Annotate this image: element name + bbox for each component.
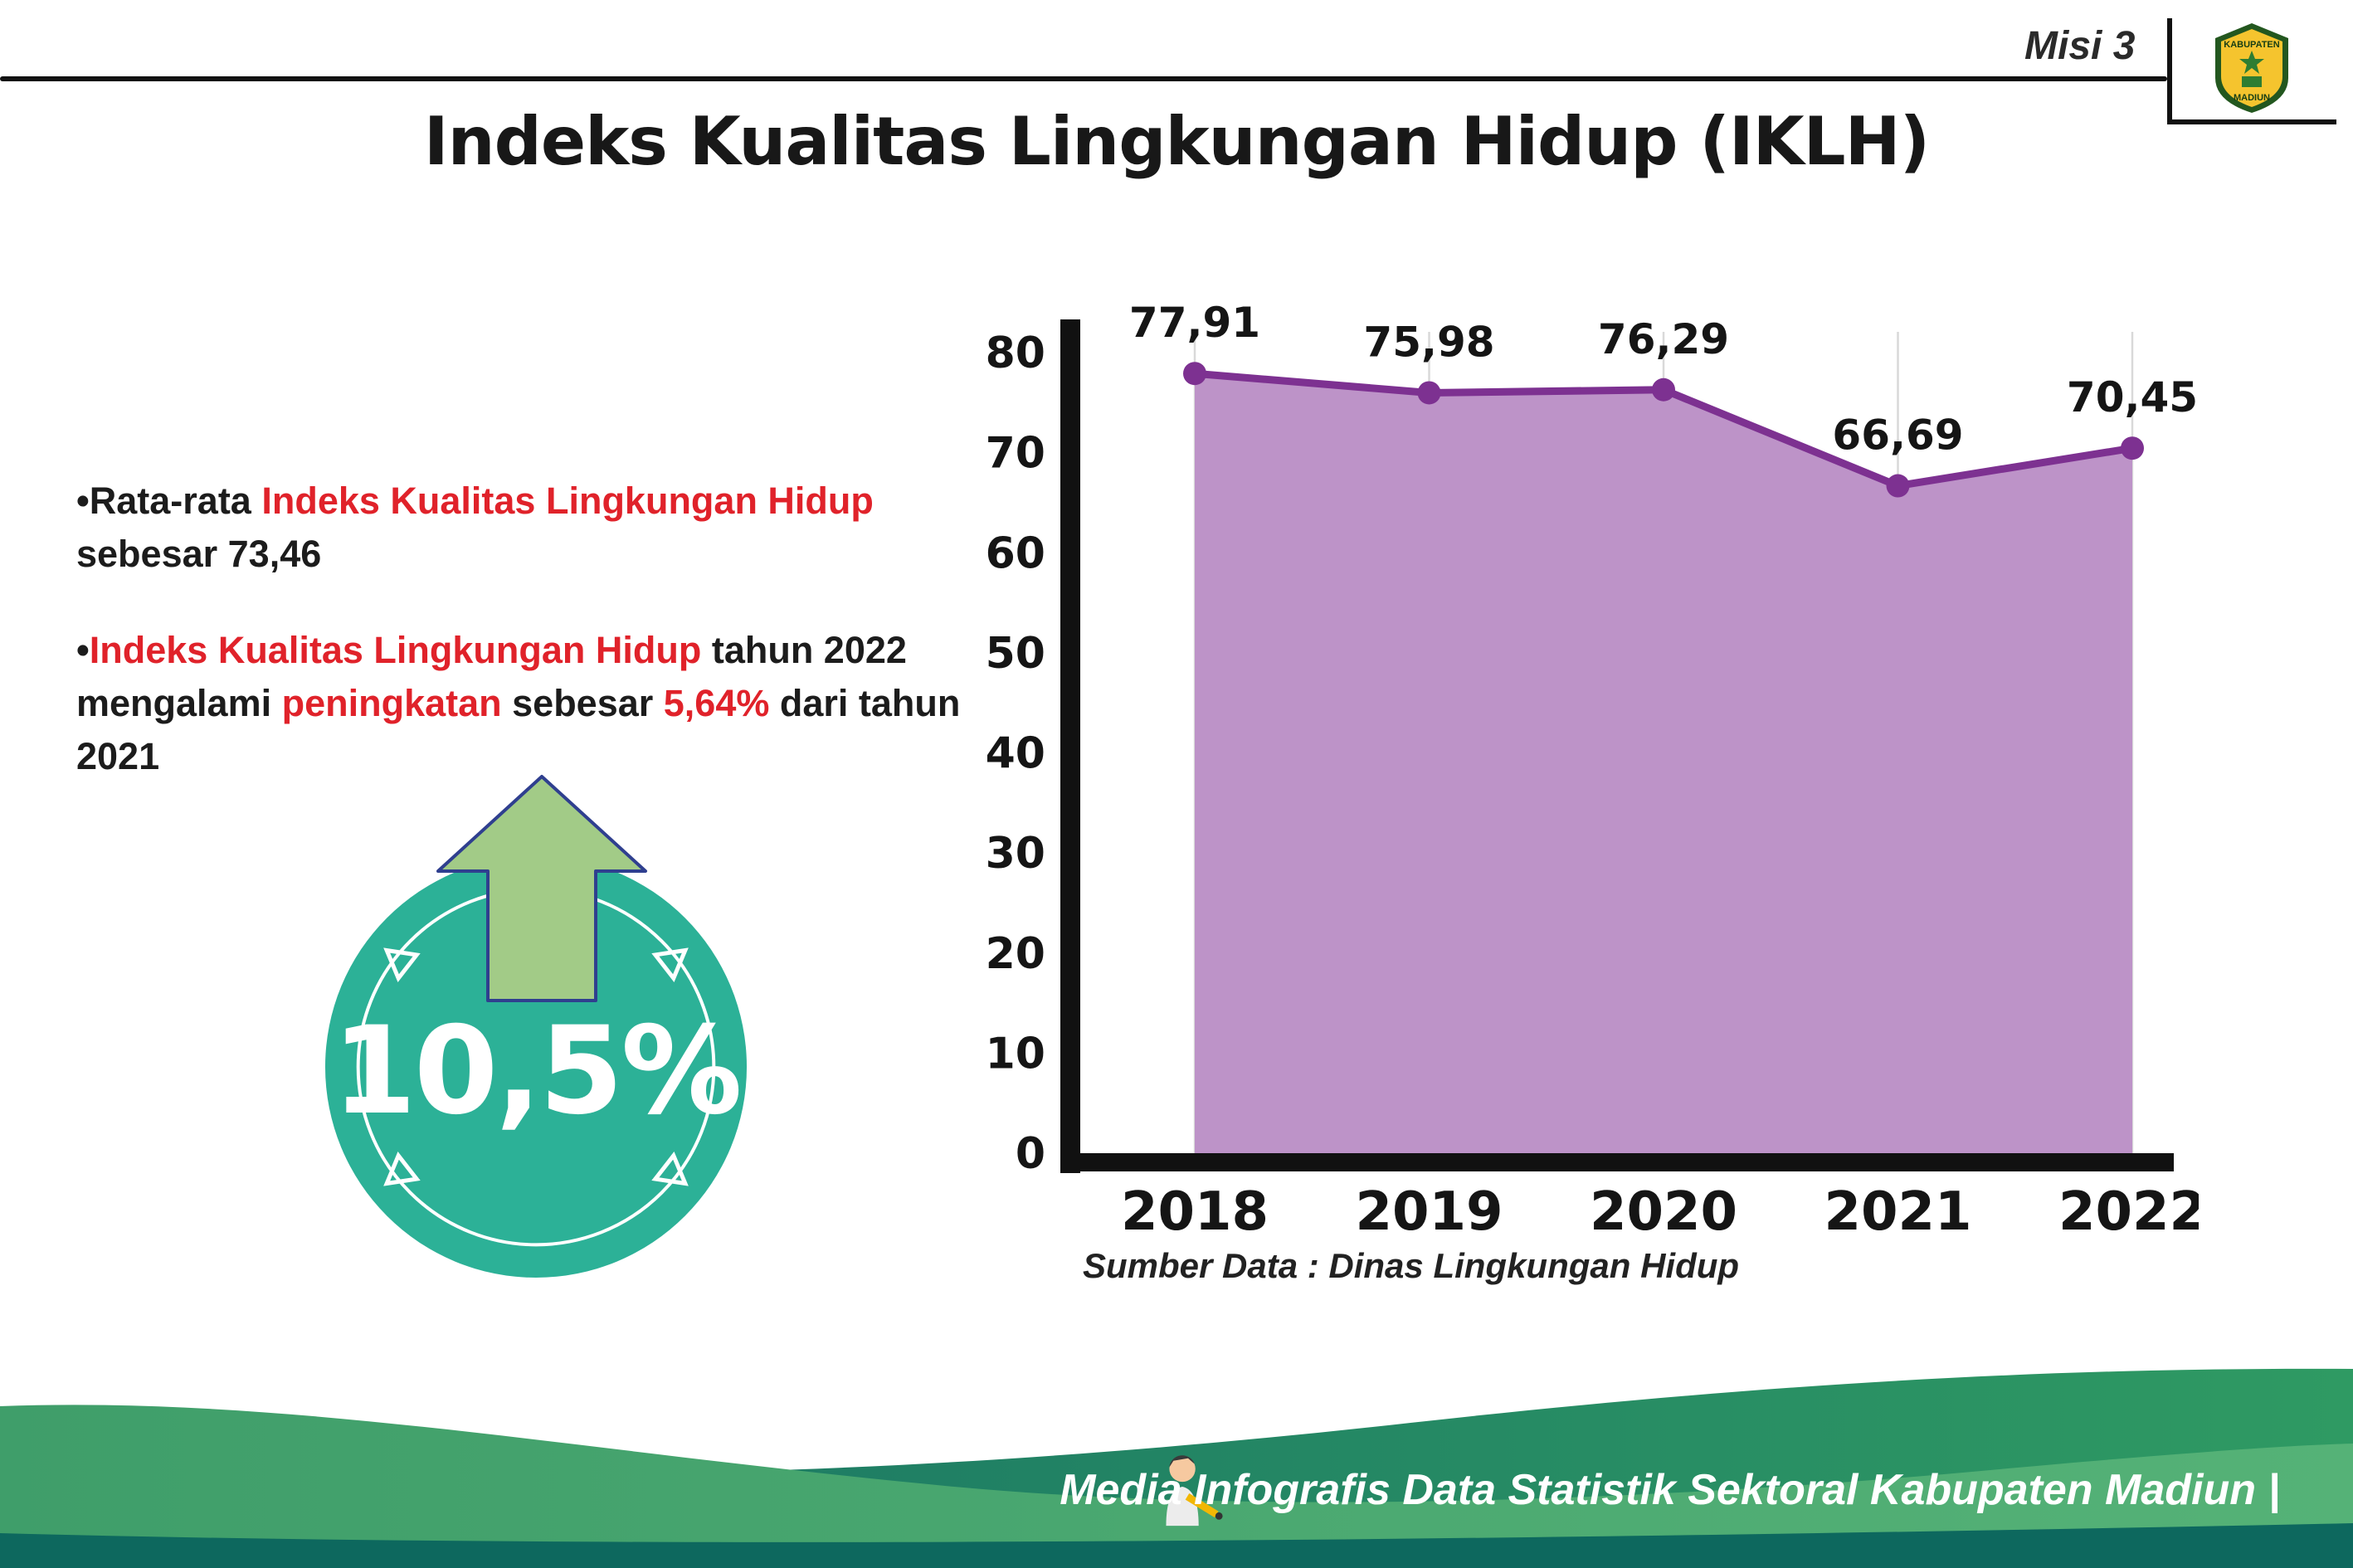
logo-star — [2239, 51, 2264, 74]
value-label: 76,29 — [1598, 315, 1729, 363]
badge-triangle — [383, 947, 421, 982]
x-axis-label: 2018 — [1121, 1181, 1269, 1243]
y-tick-label: 70 — [986, 429, 1045, 479]
y-tick-label: 80 — [986, 329, 1045, 378]
bullet1-text: Rata-rata — [89, 480, 262, 522]
badge-triangle — [383, 1152, 421, 1186]
data-source: Sumber Data : Dinas Lingkungan Hidup — [1083, 1246, 1740, 1285]
data-point — [1886, 474, 1910, 498]
x-axis — [1060, 1153, 2174, 1171]
mascot-head — [1169, 1455, 1196, 1483]
value-label: 75,98 — [1363, 318, 1494, 366]
increase-percentage: 10,5% — [332, 1001, 743, 1142]
mascot-hair — [1169, 1455, 1195, 1468]
kabupaten-madiun-logo: KABUPATEN MADIUN — [2215, 23, 2288, 113]
header-divider — [0, 76, 2167, 81]
logo-emblem — [2242, 76, 2262, 87]
badge-disc — [324, 855, 748, 1278]
bullet1-tail: sebesar 73,46 — [76, 532, 322, 575]
misi-label: Misi 3 — [2024, 24, 2136, 68]
y-axis — [1060, 319, 1080, 1173]
bullet-increase: •Indeks Kualitas Lingkungan Hidup tahun … — [76, 624, 1001, 783]
data-point — [2121, 436, 2144, 460]
x-axis-label: 2019 — [1355, 1181, 1503, 1243]
bullet-average: •Rata-rata Indeks Kualitas Lingkungan Hi… — [76, 475, 1001, 581]
value-label: 77,91 — [1129, 299, 1260, 347]
iklh-area-chart: 0 10 20 30 40 50 60 70 80 77,91 75,98 76,29 66,69 70,… — [986, 299, 2199, 1243]
y-tick-label: 60 — [986, 528, 1045, 578]
x-axis-label: 2022 — [2058, 1181, 2199, 1243]
logo-bottom-text: MADIUN — [2234, 93, 2270, 103]
bullet1-highlight: Indeks Kualitas Lingkungan Hidup — [261, 480, 874, 522]
logo-frame: KABUPATEN MADIUN — [2167, 18, 2336, 124]
bullet2-highlight-2: peningkatan — [281, 681, 502, 724]
value-label: 70,45 — [2067, 373, 2198, 421]
x-axis-label: 2020 — [1590, 1181, 1737, 1243]
summary-bullets: •Rata-rata Indeks Kualitas Lingkungan Hi… — [76, 475, 1001, 825]
bullet-marker: • — [76, 628, 90, 671]
bullet-marker: • — [76, 480, 90, 522]
data-point — [1183, 362, 1206, 386]
y-tick-label: 50 — [986, 629, 1045, 679]
mascot-icon — [1166, 1455, 1223, 1527]
area-fill — [1195, 373, 2132, 1153]
y-tick-label: 30 — [986, 829, 1045, 879]
mascot-pencil — [1185, 1493, 1219, 1518]
bullet2-text-3: dari tahun 2021 — [76, 681, 961, 777]
bullet2-text-2: sebesar — [501, 681, 664, 724]
bullet2-text-1: tahun 2022 mengalami — [76, 628, 907, 724]
up-arrow-icon — [436, 775, 647, 1002]
y-tick-label: 10 — [986, 1029, 1045, 1079]
footer-caption: Media Infografis Data Statistik Sektoral… — [1060, 1466, 2280, 1514]
badge-triangle — [651, 947, 689, 982]
bullet2-highlight-1: Indeks Kualitas Lingkungan Hidup — [89, 628, 702, 671]
data-point — [1417, 381, 1441, 405]
bullet2-highlight-3: 5,64% — [663, 681, 770, 724]
y-tick-label: 20 — [986, 929, 1045, 979]
up-arrow-shape — [436, 775, 647, 1002]
wave-green — [0, 1405, 2353, 1568]
mascot-pencil-tip — [1215, 1512, 1223, 1520]
wave-bottom-strip — [0, 1523, 2353, 1568]
value-label: 66,69 — [1832, 411, 1963, 460]
badge-triangle — [651, 1152, 689, 1186]
data-point — [1652, 377, 1675, 402]
y-tick-label: 0 — [1016, 1129, 1045, 1179]
y-tick-label: 40 — [986, 729, 1045, 779]
logo-top-text: KABUPATEN — [2224, 40, 2279, 50]
x-axis-label: 2021 — [1824, 1181, 1971, 1243]
page-title: Indeks Kualitas Lingkungan Hidup (IKLH) — [423, 103, 1930, 180]
